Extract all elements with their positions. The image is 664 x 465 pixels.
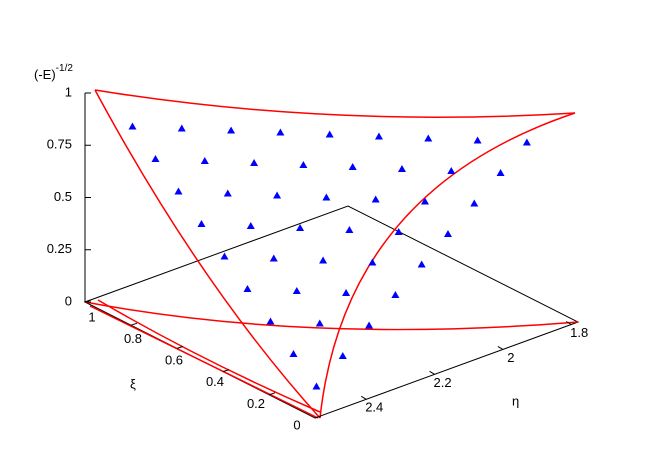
point bbox=[315, 319, 324, 327]
y-tick bbox=[84, 299, 92, 303]
point bbox=[371, 195, 380, 203]
x-tick bbox=[497, 345, 504, 350]
point bbox=[269, 254, 278, 262]
point bbox=[243, 285, 252, 293]
z-tick-label: 0.25 bbox=[47, 241, 72, 256]
point bbox=[299, 161, 308, 169]
point bbox=[319, 256, 328, 264]
point bbox=[447, 167, 456, 175]
boundary-curve bbox=[319, 112, 576, 419]
y-tick bbox=[130, 322, 138, 326]
point bbox=[273, 191, 282, 199]
point bbox=[348, 163, 357, 171]
z-tick-label: 0.5 bbox=[54, 189, 72, 204]
point bbox=[470, 199, 479, 207]
point bbox=[522, 138, 531, 146]
point bbox=[365, 321, 374, 329]
point bbox=[391, 291, 400, 299]
point bbox=[128, 122, 137, 130]
floor-curve bbox=[97, 299, 321, 413]
x-tick bbox=[565, 321, 572, 325]
point bbox=[443, 230, 452, 238]
y-tick-label: 0.2 bbox=[247, 396, 265, 411]
point bbox=[394, 228, 403, 236]
point bbox=[338, 352, 347, 360]
point bbox=[223, 189, 232, 197]
point bbox=[227, 126, 236, 134]
point bbox=[473, 136, 482, 144]
x-tick-label: 1.8 bbox=[570, 325, 588, 340]
point bbox=[246, 222, 255, 230]
y-tick-label: 0.4 bbox=[206, 374, 224, 389]
z-tick-label: 1 bbox=[65, 84, 72, 99]
y-tick bbox=[222, 369, 230, 373]
point bbox=[342, 289, 351, 297]
point bbox=[151, 155, 160, 163]
point bbox=[374, 132, 383, 140]
boundary-curve bbox=[94, 89, 321, 419]
point bbox=[417, 260, 426, 268]
y-tick-label: 1 bbox=[88, 309, 95, 324]
floor-curve bbox=[84, 301, 579, 331]
point bbox=[325, 130, 334, 138]
point bbox=[292, 287, 301, 295]
floor-frame bbox=[83, 205, 580, 419]
y-axis-label: ξ bbox=[130, 376, 136, 391]
point bbox=[420, 197, 429, 205]
point bbox=[276, 128, 285, 136]
point bbox=[345, 226, 354, 234]
y-tick bbox=[268, 392, 276, 396]
x-axis-label: η bbox=[512, 393, 519, 408]
point bbox=[174, 187, 183, 195]
x-tick bbox=[360, 395, 367, 400]
z-label-base: (-E) bbox=[34, 67, 56, 82]
floor-curve bbox=[89, 305, 319, 419]
point bbox=[312, 382, 321, 390]
point bbox=[177, 124, 186, 132]
point bbox=[220, 252, 229, 260]
y-tick-label: 0.8 bbox=[124, 331, 142, 346]
z-label: (-E)-1/2 bbox=[34, 63, 73, 83]
point bbox=[397, 165, 406, 173]
x-tick-label: 2.4 bbox=[365, 400, 383, 415]
point bbox=[296, 224, 305, 232]
z-tick-label: 0 bbox=[65, 293, 72, 308]
boundary-curve bbox=[94, 89, 576, 118]
point bbox=[200, 157, 209, 165]
point bbox=[266, 317, 275, 325]
x-tick-label: 2.2 bbox=[434, 375, 452, 390]
point bbox=[197, 220, 206, 228]
point bbox=[322, 193, 331, 201]
point bbox=[289, 350, 298, 358]
y-tick-label: 0 bbox=[293, 417, 300, 432]
point bbox=[368, 258, 377, 266]
point bbox=[250, 159, 259, 167]
z-label-sup: -1/2 bbox=[56, 63, 74, 74]
x-tick bbox=[429, 370, 435, 375]
x-tick-label: 2 bbox=[507, 350, 514, 365]
z-tick-label: 0.75 bbox=[47, 137, 72, 152]
y-tick bbox=[314, 415, 322, 419]
point bbox=[424, 134, 433, 142]
y-tick bbox=[176, 345, 184, 349]
point bbox=[496, 169, 505, 177]
y-tick-label: 0.6 bbox=[165, 353, 183, 368]
